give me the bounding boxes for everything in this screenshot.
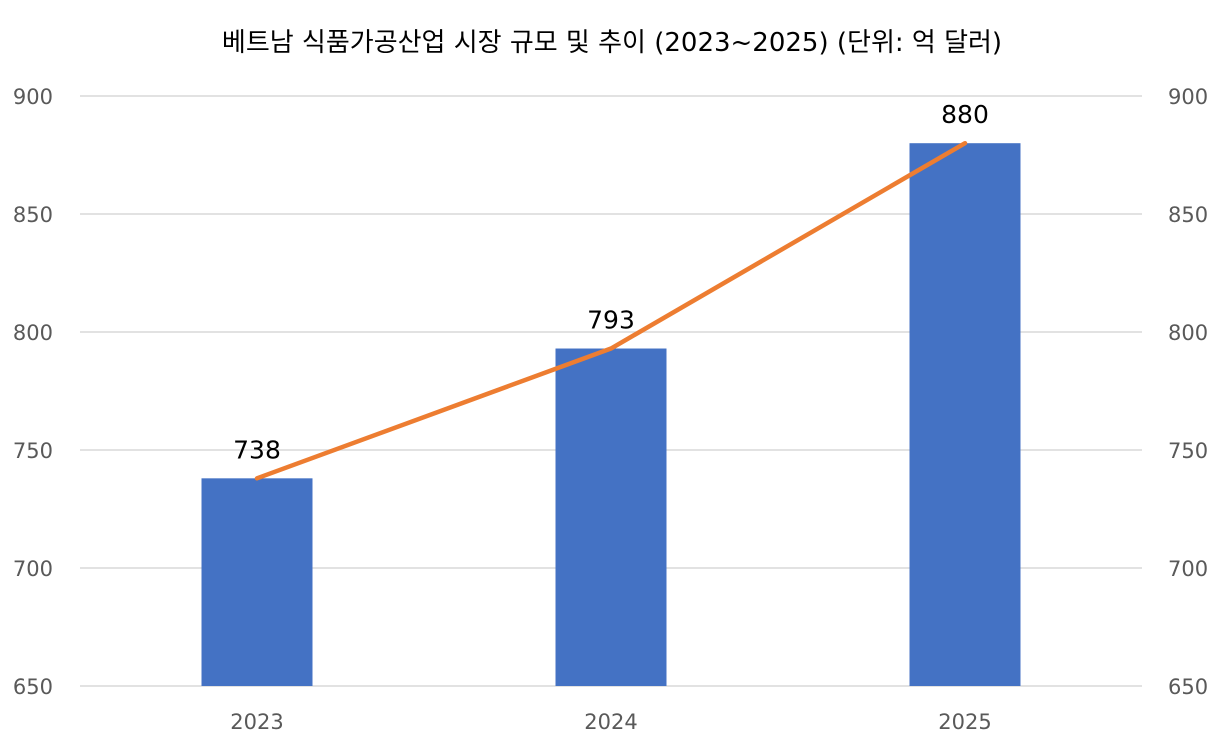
y-tick-label-left: 650 — [13, 675, 53, 699]
y-tick-label-left: 900 — [13, 85, 53, 109]
x-tick-label: 2023 — [230, 710, 283, 734]
data-label: 738 — [233, 435, 281, 464]
series-line — [254, 140, 968, 481]
x-axis: 2023 2024 2025 — [230, 710, 991, 734]
y-tick-label-left: 750 — [13, 439, 53, 463]
y-tick-label-right: 850 — [1168, 203, 1208, 227]
bar — [555, 348, 667, 686]
bar — [201, 478, 313, 686]
y-tick-label-left: 850 — [13, 203, 53, 227]
x-tick-label: 2024 — [584, 710, 637, 734]
chart-title: 베트남 식품가공산업 시장 규모 및 추이 (2023~2025) (단위: 억… — [222, 28, 1002, 58]
y-tick-label-right: 700 — [1168, 557, 1208, 581]
y-axis-left: 650 700 750 800 850 900 — [13, 85, 53, 699]
y-axis-right: 650 700 750 800 850 900 — [1168, 85, 1208, 699]
bar-series — [201, 143, 1021, 686]
data-label: 880 — [941, 100, 989, 129]
y-tick-label-right: 800 — [1168, 321, 1208, 345]
y-tick-label-left: 800 — [13, 321, 53, 345]
y-tick-label-left: 700 — [13, 557, 53, 581]
y-tick-label-right: 650 — [1168, 675, 1208, 699]
line-series — [254, 140, 968, 481]
data-label: 793 — [587, 306, 635, 335]
y-tick-label-right: 750 — [1168, 439, 1208, 463]
data-labels: 738 793 880 — [233, 100, 989, 464]
bar — [909, 143, 1021, 686]
y-tick-label-right: 900 — [1168, 85, 1208, 109]
x-tick-label: 2025 — [938, 710, 991, 734]
